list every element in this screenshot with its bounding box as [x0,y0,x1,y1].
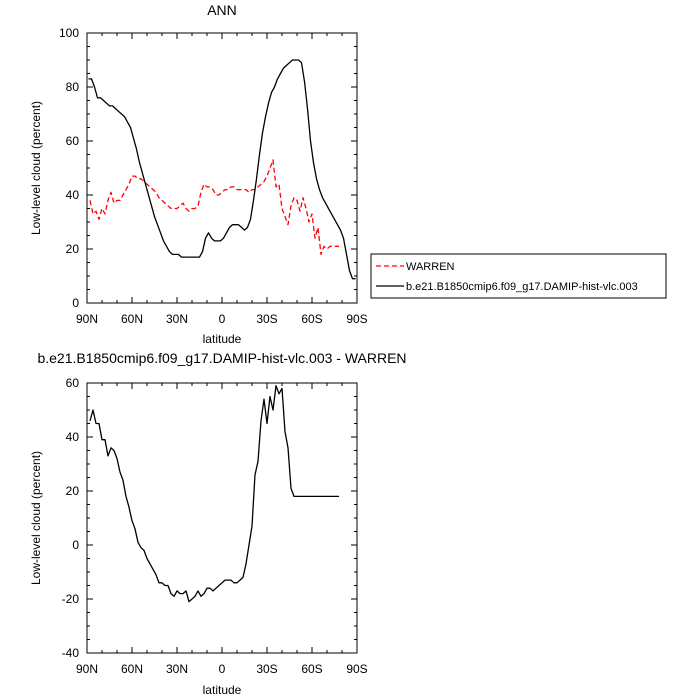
x-tick-label: 30N [166,662,188,676]
chart-top-legend: WARREN b.e21.B1850cmip6.f09_g17.DAMIP-hi… [370,253,667,299]
x-tick-label: 90N [76,312,98,326]
y-tick-label: 100 [59,26,79,40]
y-tick-label: 0 [72,538,79,552]
x-tick-label: 30S [256,312,277,326]
legend-label-warren: WARREN [406,261,455,273]
chart-bottom-ylabel: Low-level cloud (percent) [29,451,43,585]
y-tick-label: -20 [62,592,80,606]
y-tick-label: 80 [66,80,80,94]
y-tick-label: -40 [62,646,80,660]
chart-top-ylabel: Low-level cloud (percent) [29,101,43,235]
x-tick-label: 90S [346,662,367,676]
x-tick-label: 90N [76,662,98,676]
x-tick-label: 60N [121,662,143,676]
chart-bottom-xlabel: latitude [203,683,242,697]
series-line-b-e21-b1850cmip6-f09-g17-damip-hist-vlc-003 [88,59,356,280]
legend-label-model: b.e21.B1850cmip6.f09_g17.DAMIP-hist-vlc.… [406,281,638,293]
x-tick-label: 0 [219,312,226,326]
series-line-warren [89,159,339,256]
chart-top-plot-frame [86,32,358,304]
y-tick-label: 40 [66,430,80,444]
x-tick-label: 60S [301,662,322,676]
chart-top-xlabel: latitude [203,332,242,346]
x-tick-label: 30N [166,312,188,326]
x-tick-label: 0 [219,662,226,676]
x-tick-label: 60S [301,312,322,326]
chart-top: ANN 90N 60N 30N 0 30S 60S 90S 0 20 40 60 80 100 lati… [29,2,368,346]
y-tick-label: 60 [66,376,80,390]
x-tick-label: 30S [256,662,277,676]
series-line-difference [89,385,339,603]
y-tick-label: 40 [66,188,80,202]
y-tick-label: 0 [72,296,79,310]
x-tick-label: 90S [346,312,367,326]
y-tick-label: 20 [66,484,80,498]
x-tick-label: 60N [121,312,143,326]
chart-bottom: b.e21.B1850cmip6.f09_g17.DAMIP-hist-vlc.… [29,350,407,697]
y-tick-label: 20 [66,242,80,256]
legend-box [370,253,667,299]
chart-bottom-plot-frame [86,382,358,654]
chart-top-title: ANN [207,2,237,18]
chart-bottom-title: b.e21.B1850cmip6.f09_g17.DAMIP-hist-vlc.… [37,350,406,366]
y-tick-label: 60 [66,134,80,148]
